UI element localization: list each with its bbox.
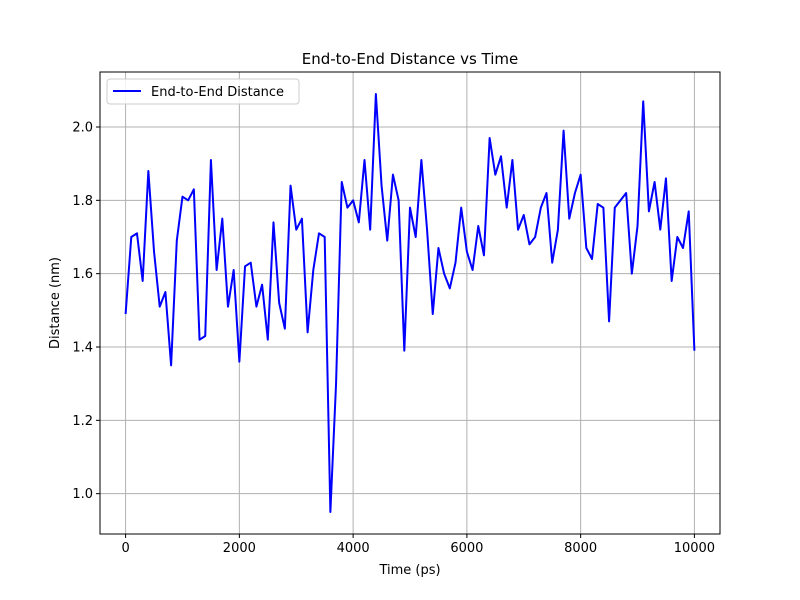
grid-lines — [100, 72, 720, 534]
y-axis-label: Distance (nm) — [48, 257, 63, 349]
chart-title: End-to-End Distance vs Time — [302, 50, 518, 68]
series-line-end-to-end-distance — [124, 93, 696, 513]
x-tick-label: 8000 — [564, 541, 597, 556]
x-tick-label: 4000 — [337, 541, 370, 556]
y-tick-label: 1.4 — [72, 341, 93, 356]
x-tick-label: 6000 — [450, 541, 483, 556]
y-tick-label: 1.0 — [72, 487, 93, 502]
y-tick-label: 1.6 — [72, 267, 93, 282]
y-tick-label: 1.2 — [72, 414, 93, 429]
legend-label: End-to-End Distance — [151, 85, 284, 100]
x-axis-label: Time (ps) — [378, 563, 440, 578]
plot-frame — [99, 71, 721, 535]
axis-ticks: 0 2000 4000 6000 8000 10000 1.0 1.2 1.4 1.6 1.8 2.0 — [72, 121, 715, 557]
y-tick-label: 1.8 — [72, 194, 93, 209]
x-tick-label: 2000 — [223, 541, 256, 556]
y-tick-label: 2.0 — [72, 121, 93, 136]
x-tick-label: 10000 — [674, 541, 715, 556]
x-tick-label: 0 — [121, 541, 129, 556]
series-layer — [124, 93, 696, 513]
legend-box — [106, 78, 300, 105]
legend: End-to-End Distance — [106, 78, 300, 105]
